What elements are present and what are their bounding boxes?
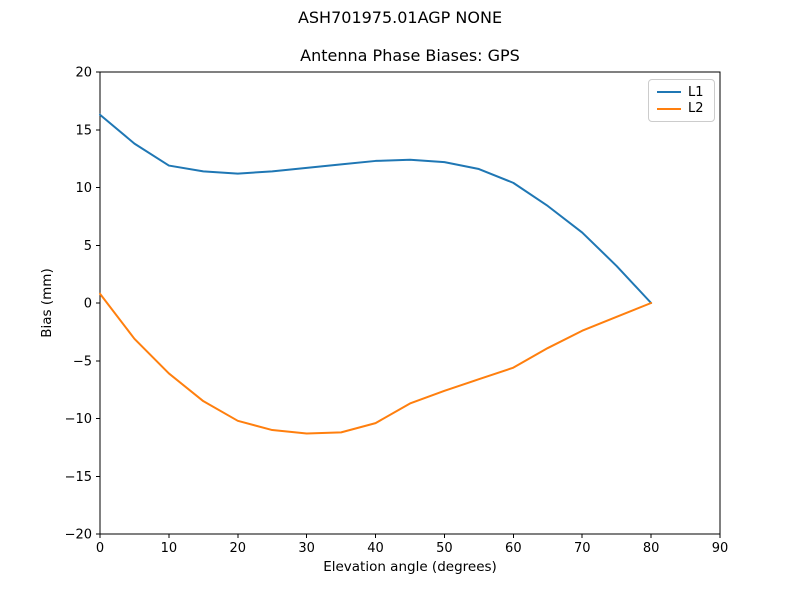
y-axis-tick-label: 10 [75,181,92,196]
legend: L1 L2 [648,79,715,122]
x-axis-tick-label: 80 [643,541,660,556]
legend-label-l1: L1 [688,84,704,100]
y-axis-tick-label: 20 [75,66,92,81]
x-axis-tick-label: 20 [230,541,247,556]
x-axis-tick-label: 40 [367,541,384,556]
x-axis-tick-label: 0 [96,541,104,556]
y-axis-tick-label: −10 [65,412,92,427]
y-axis-tick-label: −5 [73,354,92,369]
x-axis-label: Elevation angle (degrees) [323,559,497,575]
x-axis-tick-label: 90 [712,541,729,556]
y-axis-tick-label: 0 [84,297,92,312]
y-axis-tick-label: −15 [65,470,92,485]
x-axis-tick-label: 50 [436,541,453,556]
legend-item-l1: L1 [657,85,706,100]
y-axis-label: Bias (mm) [39,268,55,338]
series-line-l1 [99,113,653,304]
series-line-l2 [99,292,653,435]
y-axis-tick-label: 15 [75,123,92,138]
y-axis-tick-label: −20 [65,528,92,543]
x-axis-tick-label: 70 [574,541,591,556]
axes-frame [99,71,721,535]
x-axis-tick-label: 30 [298,541,315,556]
l2-line-swatch [657,107,681,110]
x-axis-tick-label: 60 [505,541,522,556]
legend-item-l2: L2 [657,101,706,116]
figure-title: ASH701975.01AGP NONE [297,8,503,27]
l1-line-swatch [657,91,681,94]
axes-title: Antenna Phase Biases: GPS [300,46,520,65]
x-axis-tick-label: 10 [161,541,178,556]
legend-label-l2: L2 [688,101,704,117]
y-axis-tick-label: 5 [84,239,92,254]
